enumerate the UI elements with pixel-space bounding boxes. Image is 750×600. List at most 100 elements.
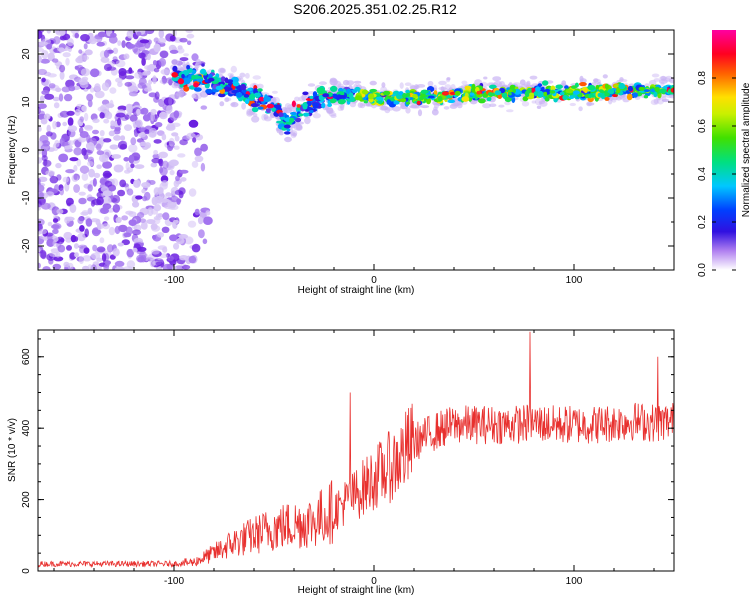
noise-blob — [92, 129, 99, 135]
halo-blob — [224, 97, 230, 103]
ridge-blob — [419, 96, 424, 101]
noise-blob — [70, 234, 77, 243]
ridge-blob — [289, 117, 295, 123]
noise-blob — [148, 92, 157, 98]
noise-blob — [142, 71, 147, 76]
noise-blob — [52, 239, 57, 247]
ridge-blob — [186, 65, 191, 70]
noise-blob — [112, 248, 120, 257]
noise-blob — [111, 194, 121, 204]
noise-blob — [153, 139, 162, 144]
noise-blob — [178, 169, 189, 174]
halo-blob — [245, 72, 250, 79]
noise-blob — [98, 137, 106, 145]
ridge-blob — [386, 99, 392, 105]
noise-blob — [39, 110, 45, 118]
ridge-blob — [363, 100, 368, 104]
noise-blob — [154, 91, 160, 100]
ridge-blob — [248, 93, 256, 100]
noise-blob — [61, 86, 71, 93]
colorbar-tick-label: 0.2 — [697, 215, 708, 229]
ridge-blob — [232, 81, 240, 87]
noise-blob — [153, 68, 160, 73]
ridge-blob — [598, 93, 606, 97]
halo-blob — [446, 77, 451, 81]
noise-blob — [169, 195, 179, 203]
noise-blob — [45, 131, 53, 137]
ridge-blob — [309, 109, 314, 114]
noise-blob — [136, 40, 142, 48]
noise-blob — [129, 114, 138, 122]
halo-blob — [284, 136, 292, 143]
ridge-blob — [405, 89, 410, 94]
noise-blob — [38, 47, 44, 52]
halo-blob — [329, 78, 338, 86]
noise-blob — [115, 77, 123, 83]
ridge-blob — [283, 124, 291, 129]
noise-blob — [188, 188, 197, 197]
noise-blob — [199, 210, 207, 219]
noise-blob — [188, 255, 197, 264]
ridge-blob — [207, 77, 215, 82]
ridge-blob — [420, 89, 429, 94]
noise-blob — [99, 237, 105, 244]
noise-blob — [159, 166, 164, 174]
noise-blob — [102, 161, 113, 169]
noise-blob — [92, 244, 98, 252]
noise-blob — [139, 141, 147, 147]
noise-blob — [169, 234, 178, 242]
halo-blob — [431, 108, 439, 116]
noise-blob — [203, 216, 213, 225]
snr-ylabel: SNR (10 * v/v) — [7, 418, 18, 482]
noise-blob — [100, 56, 110, 64]
noise-blob — [101, 253, 107, 262]
noise-blob — [161, 195, 168, 200]
noise-blob — [113, 135, 122, 141]
halo-blob — [416, 84, 426, 88]
noise-blob — [200, 162, 206, 172]
noise-blob — [100, 178, 106, 183]
noise-blob — [168, 97, 173, 106]
ridge-blob — [572, 90, 580, 95]
colorbar-tick-label: 0.8 — [697, 71, 708, 85]
noise-blob — [65, 237, 72, 243]
noise-blob — [73, 147, 82, 156]
noise-blob — [172, 219, 179, 224]
halo-blob — [653, 98, 659, 105]
ridge-blob — [228, 87, 233, 91]
ridge-blob — [271, 107, 276, 112]
noise-blob — [130, 163, 135, 169]
halo-blob — [326, 107, 334, 114]
noise-blob — [38, 191, 44, 199]
ridge-blob — [643, 89, 651, 93]
noise-blob — [114, 225, 121, 235]
noise-blob — [121, 215, 129, 221]
noise-blob — [87, 161, 94, 167]
noise-blob — [191, 243, 201, 253]
noise-blob — [113, 204, 120, 210]
ridge-blob — [369, 88, 378, 93]
noise-blob — [118, 224, 128, 233]
ridge-blob — [257, 88, 263, 92]
ridge-blob — [529, 92, 535, 97]
noise-blob — [54, 139, 60, 148]
ridge-blob — [555, 84, 563, 90]
spectrogram-content — [38, 30, 674, 270]
noise-blob — [148, 127, 158, 137]
noise-blob — [67, 125, 78, 132]
ridge-blob — [367, 93, 375, 100]
halo-blob — [349, 100, 357, 108]
noise-blob — [152, 60, 158, 66]
halo-blob — [379, 106, 388, 111]
noise-blob — [62, 33, 71, 41]
noise-blob — [126, 188, 134, 196]
noise-blob — [74, 252, 79, 258]
noise-blob — [82, 265, 90, 270]
noise-blob — [46, 43, 52, 50]
ridge-blob — [454, 90, 461, 96]
noise-blob — [92, 178, 97, 187]
ridge-blob — [565, 89, 574, 94]
noise-blob — [57, 244, 66, 253]
noise-blob — [178, 234, 189, 239]
